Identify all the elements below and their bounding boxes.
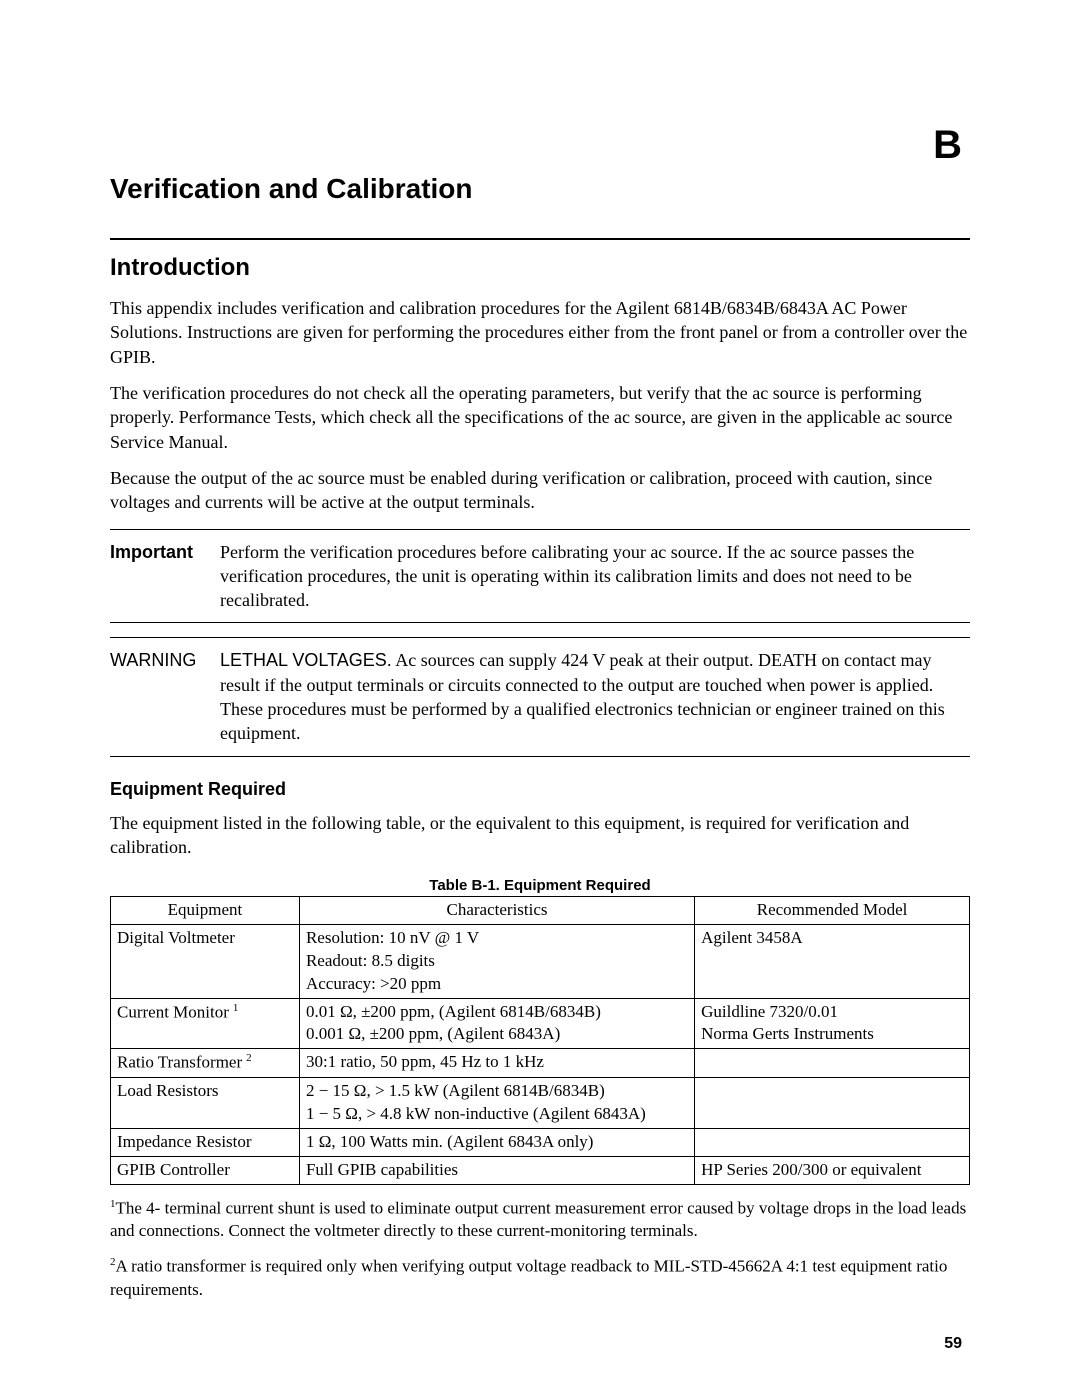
footnote-2: 2A ratio transformer is required only wh… xyxy=(110,1255,970,1302)
cell-model: Agilent 3458A xyxy=(695,924,970,998)
table-row: Current Monitor10.01 Ω, ±200 ppm, (Agile… xyxy=(111,998,970,1049)
important-callout: Important Perform the verification proce… xyxy=(110,529,970,624)
cell-characteristics: 30:1 ratio, 50 ppm, 45 Hz to 1 kHz xyxy=(299,1049,694,1078)
section-introduction: Introduction xyxy=(110,252,970,284)
col-characteristics: Characteristics xyxy=(299,896,694,924)
page-title: Verification and Calibration xyxy=(110,170,970,208)
intro-p2: The verification procedures do not check… xyxy=(110,381,970,454)
warning-lead: LETHAL VOLTAGES. xyxy=(220,650,392,670)
cell-model xyxy=(695,1128,970,1156)
page-number: 59 xyxy=(944,1333,962,1355)
superscript: 2 xyxy=(242,1052,252,1064)
table-row: GPIB ControllerFull GPIB capabilitiesHP … xyxy=(111,1156,970,1184)
cell-model: Guildline 7320/0.01Norma Gerts Instrumen… xyxy=(695,998,970,1049)
cell-model xyxy=(695,1049,970,1078)
table-row: Ratio Transformer230:1 ratio, 50 ppm, 45… xyxy=(111,1049,970,1078)
superscript: 1 xyxy=(229,1002,239,1014)
cell-equipment: Ratio Transformer2 xyxy=(111,1049,300,1078)
cell-characteristics: 0.01 Ω, ±200 ppm, (Agilent 6814B/6834B)0… xyxy=(299,998,694,1049)
warning-text: LETHAL VOLTAGES. Ac sources can supply 4… xyxy=(220,648,970,745)
cell-equipment: Digital Voltmeter xyxy=(111,924,300,998)
cell-equipment: Load Resistors xyxy=(111,1078,300,1129)
equipment-heading: Equipment Required xyxy=(110,777,970,801)
table-row: Load Resistors2 − 15 Ω, > 1.5 kW (Agilen… xyxy=(111,1078,970,1129)
cell-characteristics: 2 − 15 Ω, > 1.5 kW (Agilent 6814B/6834B)… xyxy=(299,1078,694,1129)
cell-equipment: Current Monitor1 xyxy=(111,998,300,1049)
intro-p1: This appendix includes verification and … xyxy=(110,296,970,369)
cell-model: HP Series 200/300 or equivalent xyxy=(695,1156,970,1184)
warning-label: WARNING xyxy=(110,648,220,745)
important-text: Perform the verification procedures befo… xyxy=(220,540,970,613)
equipment-table: Equipment Characteristics Recommended Mo… xyxy=(110,896,970,1185)
cell-characteristics: 1 Ω, 100 Watts min. (Agilent 6843A only) xyxy=(299,1128,694,1156)
footnote-1: 1The 4- terminal current shunt is used t… xyxy=(110,1197,970,1244)
important-label: Important xyxy=(110,540,220,613)
warning-callout: WARNING LETHAL VOLTAGES. Ac sources can … xyxy=(110,637,970,756)
table-caption: Table B-1. Equipment Required xyxy=(110,876,970,896)
col-model: Recommended Model xyxy=(695,896,970,924)
table-row: Digital VoltmeterResolution: 10 nV @ 1 V… xyxy=(111,924,970,998)
cell-equipment: GPIB Controller xyxy=(111,1156,300,1184)
cell-characteristics: Full GPIB capabilities xyxy=(299,1156,694,1184)
col-equipment: Equipment xyxy=(111,896,300,924)
cell-equipment: Impedance Resistor xyxy=(111,1128,300,1156)
rule xyxy=(110,238,970,240)
cell-characteristics: Resolution: 10 nV @ 1 VReadout: 8.5 digi… xyxy=(299,924,694,998)
footnote-1-text: The 4- terminal current shunt is used to… xyxy=(110,1198,966,1240)
table-row: Impedance Resistor1 Ω, 100 Watts min. (A… xyxy=(111,1128,970,1156)
footnote-2-text: A ratio transformer is required only whe… xyxy=(110,1257,947,1299)
cell-model xyxy=(695,1078,970,1129)
appendix-letter: B xyxy=(933,118,962,172)
table-header-row: Equipment Characteristics Recommended Mo… xyxy=(111,896,970,924)
intro-p3: Because the output of the ac source must… xyxy=(110,466,970,515)
equipment-intro: The equipment listed in the following ta… xyxy=(110,811,970,860)
